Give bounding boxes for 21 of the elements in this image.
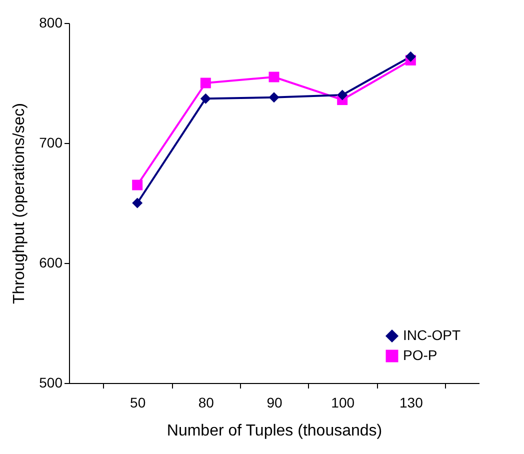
x-tick-label: 80 <box>198 394 214 410</box>
x-tick-label: 130 <box>399 394 424 410</box>
legend-label: INC-OPT <box>403 327 461 343</box>
point <box>268 92 280 103</box>
point <box>337 90 348 100</box>
x-axis-title: Number of Tuples (thousands) <box>166 422 382 440</box>
y-tick-label: 500 <box>39 374 63 390</box>
point <box>132 180 143 190</box>
point <box>132 198 143 208</box>
point <box>200 93 211 104</box>
y-axis-title: Throughput (operations/sec) <box>11 103 28 304</box>
y-tick-label: 700 <box>39 134 63 150</box>
point <box>268 72 280 82</box>
point <box>200 78 211 88</box>
y-tick-label: 800 <box>39 14 63 30</box>
point <box>405 51 416 62</box>
y-tick-label: 600 <box>39 254 63 270</box>
x-tick-label: 100 <box>331 394 355 410</box>
legend-label: PO-P <box>403 347 438 363</box>
x-tick-label: 90 <box>266 394 282 410</box>
x-tick-label: 50 <box>130 394 146 410</box>
